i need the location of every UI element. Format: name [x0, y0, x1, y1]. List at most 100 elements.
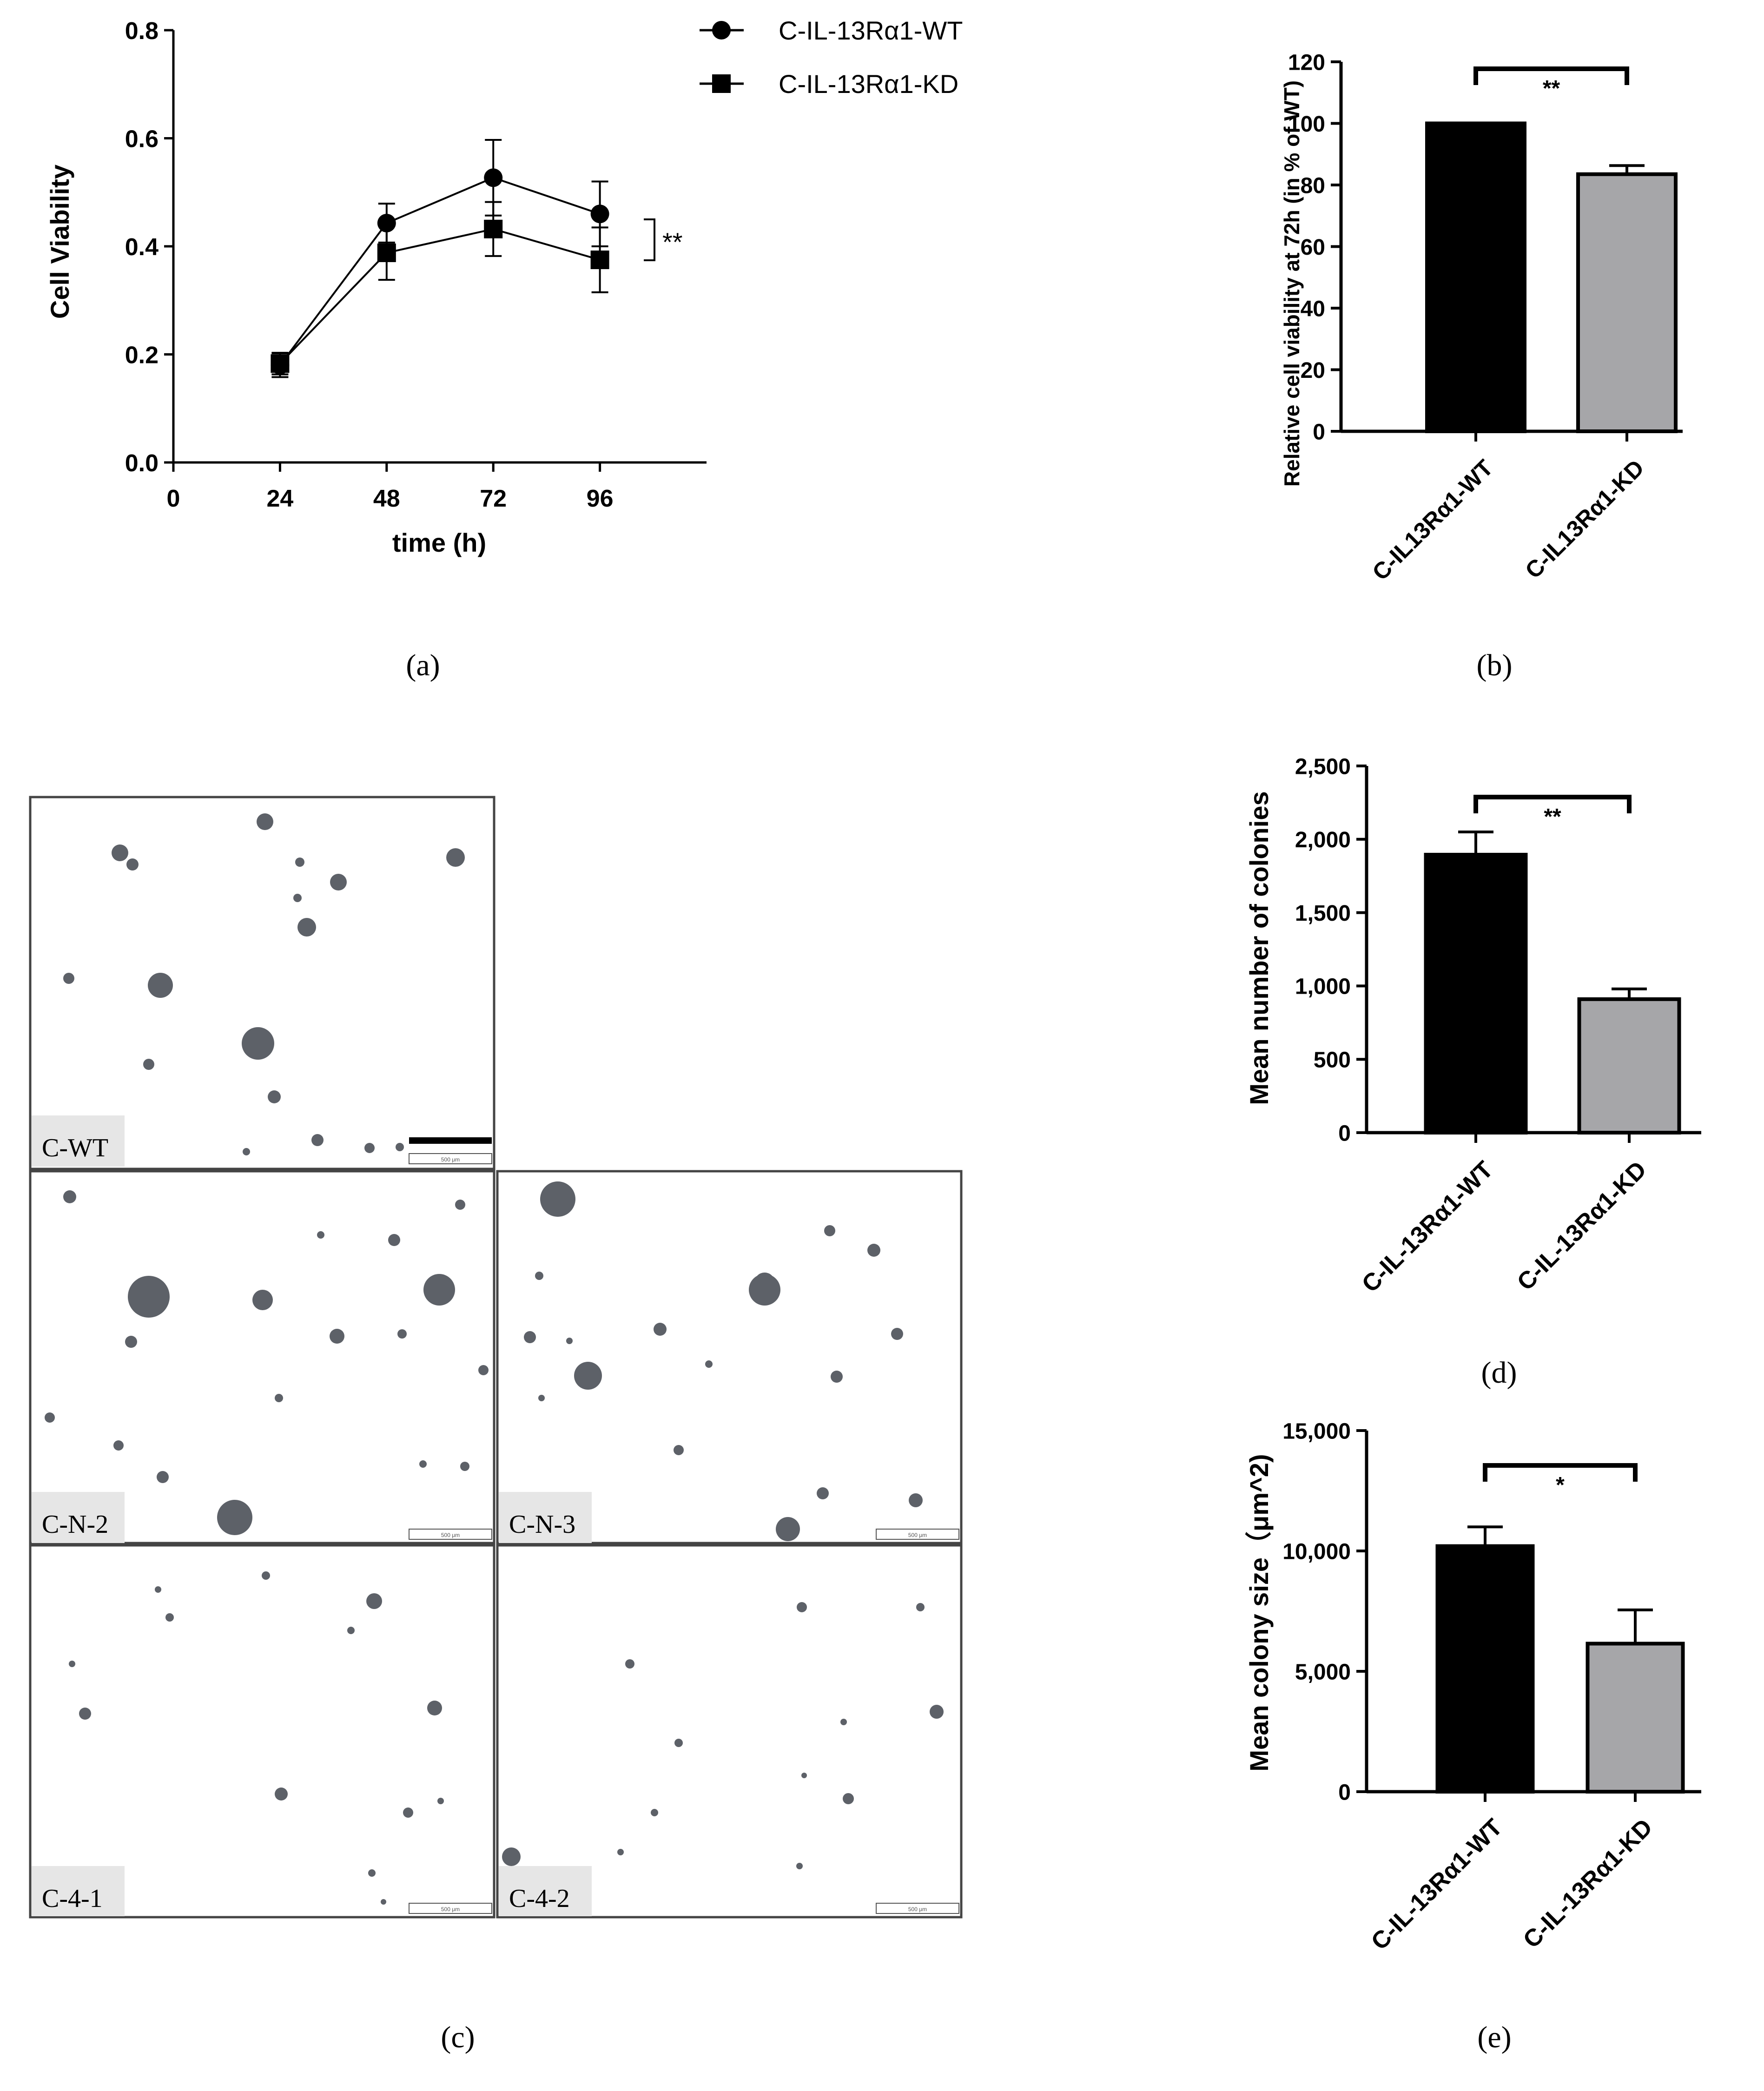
colony-dots — [63, 813, 465, 1155]
a-y-tick-label: 0.4 — [125, 234, 159, 261]
b-bar — [1576, 172, 1678, 433]
plate-label-bg — [32, 1115, 125, 1167]
a-y-tick-label: 0.8 — [125, 18, 159, 45]
a-point-kd — [271, 354, 290, 373]
panel-d-caption: (d) — [1481, 1356, 1517, 1390]
b-category-label: C-IL13Rα1-KD — [1520, 455, 1649, 583]
a-series-line — [279, 177, 601, 366]
a-y-tick-label: 0.0 — [125, 450, 159, 477]
plate-frame — [29, 1170, 496, 1544]
d-y-axis-label: Mean number of colonies — [1244, 791, 1274, 1105]
a-legend: C-IL-13Rα1-WT C-IL-13Rα1-KD — [700, 16, 963, 99]
a-point-wt — [377, 214, 396, 233]
a-x-tick-label: 0 — [167, 485, 180, 512]
b-significance-bracket — [1473, 66, 1629, 85]
d-y-tick-label: 1,500 — [1295, 901, 1351, 926]
plate-c-wt: 500 μm C-WT — [29, 796, 496, 1170]
plate-label-bg — [499, 1492, 592, 1543]
plate-label: C-4-1 — [42, 1884, 103, 1913]
colony-dots — [69, 1571, 444, 1905]
b-significance-label: ** — [1543, 76, 1560, 101]
b-y-tick-label: 20 — [1301, 358, 1325, 383]
a-series — [271, 139, 609, 378]
a-x-tick-label: 48 — [373, 485, 400, 512]
e-significance-bracket — [1483, 1463, 1638, 1482]
a-point-wt — [484, 168, 503, 187]
e-category-label: C-IL-13Rα1-WT — [1366, 1814, 1508, 1955]
d-y-tick-label: 1,000 — [1295, 975, 1351, 999]
panel-b-bar-chart: 0 20 40 60 80 100 120 C-IL13Rα1-WT C-IL13Rα1-KD *… — [1280, 50, 1683, 682]
b-y-tick-label: 60 — [1301, 235, 1325, 260]
a-x-tick-label: 24 — [266, 485, 293, 512]
scale-text: 500 μm — [441, 1156, 460, 1163]
panel-b-caption: (b) — [1477, 648, 1513, 682]
d-significance-bracket — [1473, 795, 1632, 813]
a-x-axis-label: time (h) — [392, 528, 486, 557]
plate-frame — [496, 1544, 963, 1919]
panel-a-line-chart: 0.0 0.2 0.4 0.6 0.8 0 24 48 72 96 time (h) Cell V… — [45, 16, 963, 682]
a-point-wt — [590, 204, 609, 224]
b-y-tick-label: 40 — [1301, 297, 1325, 321]
colony-dots — [502, 1602, 944, 1869]
b-y-tick-label: 80 — [1301, 173, 1325, 198]
a-axes — [172, 30, 707, 464]
panel-c-colony-plates: 500 μm C-WT 500 μm C-N-2 — [29, 796, 963, 2054]
scale-text: 500 μm — [908, 1532, 927, 1538]
d-y-tick-label: 500 — [1314, 1048, 1351, 1072]
plate-label: C-N-2 — [42, 1510, 108, 1539]
e-y-tick-label: 5,000 — [1295, 1660, 1351, 1684]
d-significance-label: ** — [1544, 805, 1561, 829]
scale-box — [876, 1903, 959, 1914]
plate-c-n-2: 500 μm C-N-2 — [29, 1170, 496, 1544]
e-chart-body: 0 5,000 10,000 15,000 C-IL-13Rα1-WT C-IL-13Rα… — [1282, 1419, 1701, 1955]
d-category-label: C-IL-13Rα1-KD — [1512, 1156, 1652, 1296]
scale-text: 500 μm — [908, 1906, 927, 1913]
scale-box — [409, 1903, 492, 1914]
plate-label: C-4-2 — [509, 1884, 570, 1913]
a-point-kd — [377, 243, 396, 262]
b-chart-body: 0 20 40 60 80 100 120 C-IL13Rα1-WT C-IL13Rα1-KD *… — [1288, 50, 1683, 586]
panel-c-caption: (c) — [441, 2020, 475, 2054]
panel-e-caption: (e) — [1477, 2020, 1511, 2054]
a-legend-kd-marker — [712, 74, 731, 93]
a-legend-wt-label: C-IL-13Rα1-WT — [779, 16, 963, 45]
a-x-tick-label: 72 — [480, 485, 507, 512]
e-y-axis-label: Mean colony size（μm^2) — [1244, 1454, 1274, 1771]
e-category-label: C-IL-13Rα1-KD — [1518, 1814, 1658, 1953]
d-category-label: C-IL-13Rα1-WT — [1357, 1156, 1499, 1298]
e-y-tick-label: 0 — [1338, 1780, 1351, 1805]
panel-e-bar-chart: 0 5,000 10,000 15,000 C-IL-13Rα1-WT C-IL-13Rα… — [1244, 1419, 1701, 2054]
d-y-tick-label: 2,500 — [1295, 754, 1351, 779]
a-y-axis-label: Cell Viability — [45, 165, 74, 319]
e-bar — [1435, 1544, 1535, 1794]
b-y-tick-label: 0 — [1313, 420, 1325, 444]
scale-text: 500 μm — [441, 1906, 460, 1913]
b-y-tick-label: 100 — [1288, 112, 1325, 137]
a-legend-kd-label: C-IL-13Rα1-KD — [779, 69, 958, 99]
d-chart-body: 0 500 1,000 1,500 2,000 2,500 C-IL-13Rα1-WT C-I… — [1295, 754, 1701, 1298]
b-y-tick-label: 120 — [1288, 50, 1325, 75]
plate-label: C-WT — [42, 1134, 108, 1162]
plate-label-bg — [499, 1866, 592, 1916]
b-y-axis-label: Relative cell viability at 72h (in % of … — [1280, 80, 1304, 487]
d-y-tick-label: 0 — [1338, 1121, 1351, 1146]
a-point-kd — [590, 251, 609, 270]
b-bar — [1425, 121, 1526, 433]
panel-d-bar-chart: 0 500 1,000 1,500 2,000 2,500 C-IL-13Rα1-WT C-I… — [1244, 754, 1701, 1390]
e-significance-label: * — [1556, 1473, 1565, 1497]
plate-frame — [496, 1170, 963, 1544]
e-bar — [1586, 1642, 1685, 1794]
a-point-kd — [484, 219, 503, 238]
plate-frame — [29, 796, 496, 1170]
plate-c-n-3: 500 μm C-N-3 — [496, 1170, 963, 1544]
a-series-line — [279, 228, 601, 364]
scale-box — [876, 1529, 959, 1540]
colony-dots — [524, 1181, 923, 1541]
plate-c-4-2: 500 μm C-4-2 — [496, 1544, 963, 1919]
plate-c-4-1: 500 μm C-4-1 — [29, 1544, 496, 1919]
scale-text: 500 μm — [441, 1532, 460, 1538]
e-y-tick-label: 15,000 — [1282, 1419, 1351, 1444]
plate-label-bg — [32, 1492, 125, 1543]
scale-box — [409, 1529, 492, 1540]
